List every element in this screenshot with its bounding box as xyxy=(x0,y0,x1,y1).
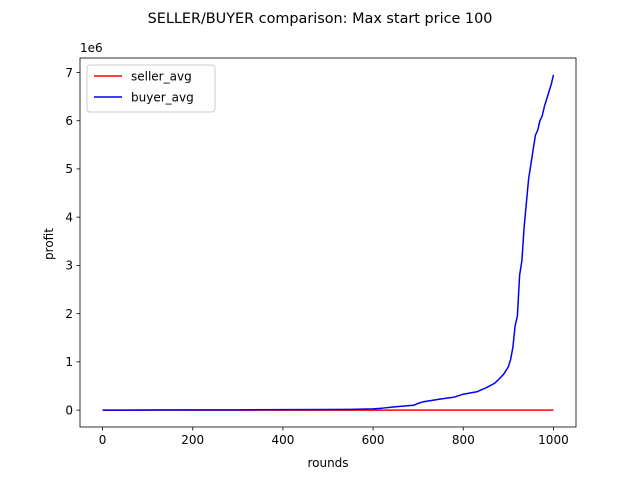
y-tick-label: 7 xyxy=(65,66,73,80)
y-scale-label: 1e6 xyxy=(80,41,103,55)
y-axis-label: profit xyxy=(42,228,56,260)
x-tick-label: 200 xyxy=(181,433,204,447)
x-tick-label: 600 xyxy=(362,433,385,447)
series-line-buyer_avg xyxy=(103,75,554,410)
x-tick-label: 1000 xyxy=(538,433,569,447)
axes-layer: 0 200 400 600 800 1000 0 1 2 3 4 5 6 7 xyxy=(65,58,576,447)
y-tick-label: 6 xyxy=(65,114,73,128)
y-tick-label: 1 xyxy=(65,355,73,369)
legend-label-seller_avg: seller_avg xyxy=(131,69,192,83)
series-layer xyxy=(103,75,554,410)
legend: seller_avg buyer_avg xyxy=(87,65,215,112)
legend-label-buyer_avg: buyer_avg xyxy=(131,90,194,104)
y-tick-label: 2 xyxy=(65,307,73,321)
y-tick-label: 0 xyxy=(65,403,73,417)
x-axis-label: rounds xyxy=(307,456,348,470)
y-tick-label: 3 xyxy=(65,259,73,273)
y-tick-label: 4 xyxy=(65,210,73,224)
x-tick-label: 0 xyxy=(99,433,107,447)
plot-frame xyxy=(80,58,576,427)
x-tick-label: 400 xyxy=(271,433,294,447)
x-tick-label: 800 xyxy=(452,433,475,447)
chart-title: SELLER/BUYER comparison: Max start price… xyxy=(148,11,493,27)
y-tick-label: 5 xyxy=(65,162,73,176)
